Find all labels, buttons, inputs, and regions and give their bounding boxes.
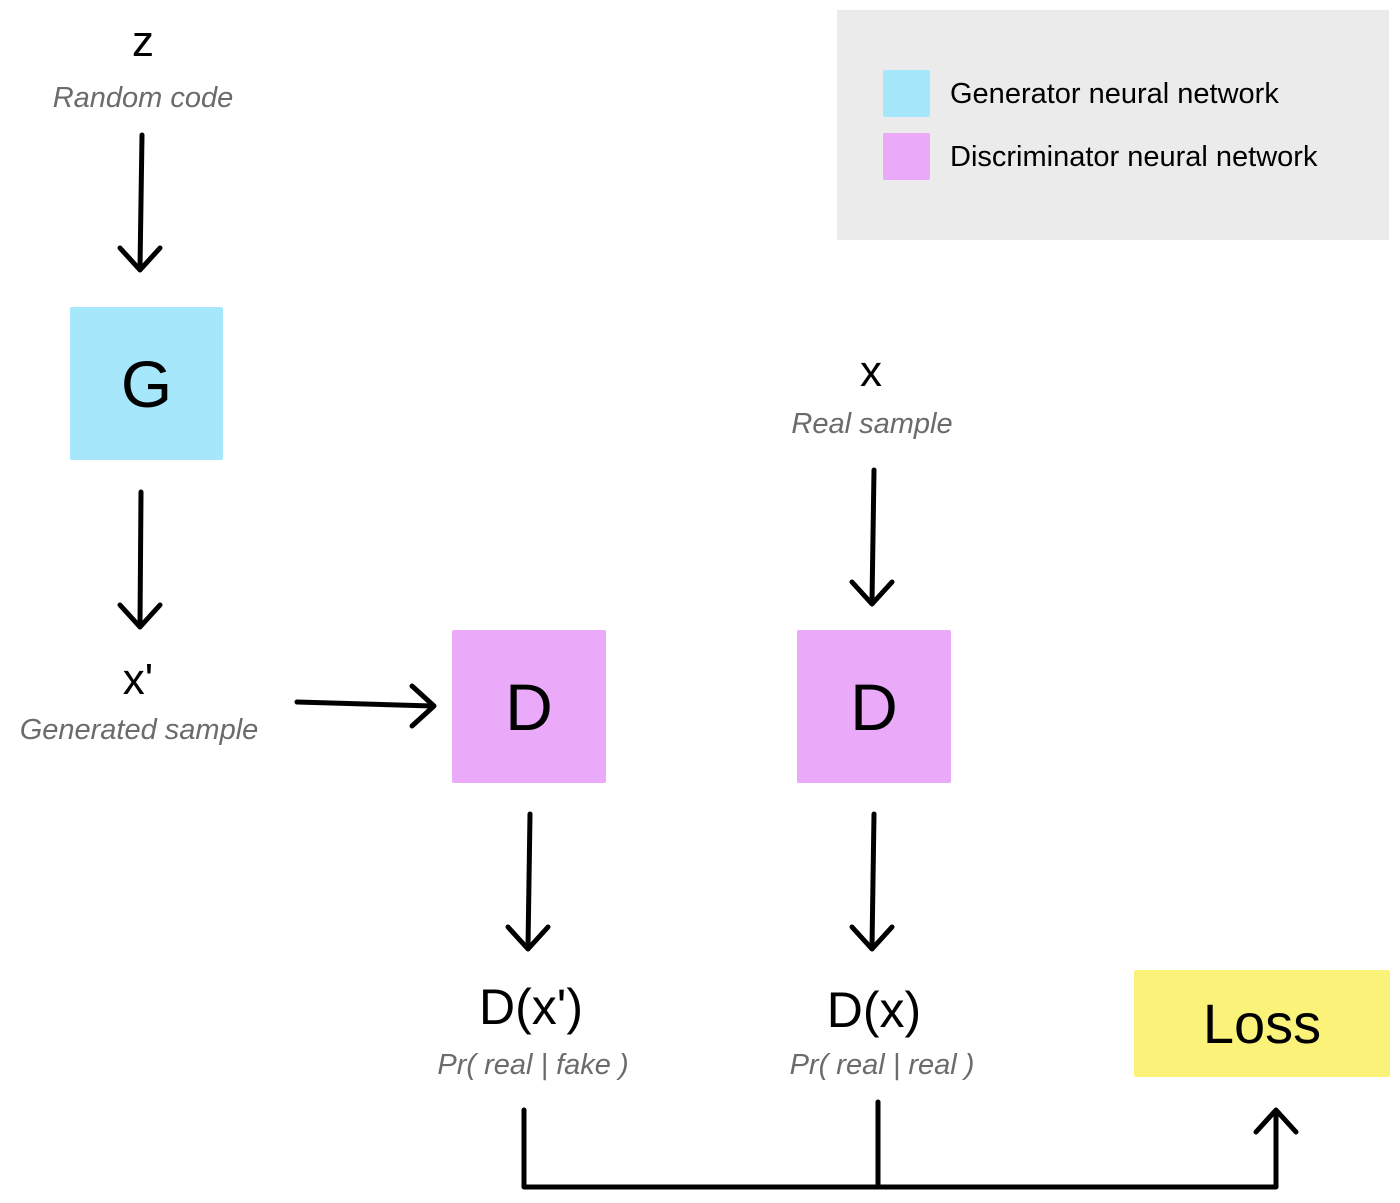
output-fake-label: D(x') bbox=[479, 979, 583, 1035]
output-real-caption: Pr( real | real ) bbox=[789, 1049, 975, 1081]
legend-label-generator: Generator neural network bbox=[950, 78, 1279, 110]
arrow-discriminator-to-output-fake bbox=[505, 811, 551, 952]
z-symbol: z bbox=[132, 17, 154, 66]
x-caption: Real sample bbox=[791, 408, 953, 440]
legend: Generator neural network Discriminator n… bbox=[837, 10, 1389, 240]
output-real-label: D(x) bbox=[826, 982, 922, 1038]
loss-box: Loss bbox=[1134, 970, 1390, 1077]
discriminator-real-label: D bbox=[850, 669, 898, 744]
output-fake-caption: Pr( real | fake ) bbox=[437, 1049, 629, 1081]
arrow-outputs-to-loss bbox=[521, 1099, 1299, 1190]
generator-label: G bbox=[120, 346, 173, 421]
legend-swatch-discriminator bbox=[883, 133, 930, 180]
discriminator-box-fake: D bbox=[452, 630, 606, 783]
loss-label: Loss bbox=[1202, 992, 1322, 1055]
generator-box: G bbox=[70, 307, 223, 460]
x-symbol: x bbox=[860, 347, 882, 396]
legend-swatch-generator bbox=[883, 70, 930, 117]
z-caption: Random code bbox=[52, 82, 234, 114]
arrow-x-to-discriminator bbox=[849, 467, 895, 607]
discriminator-box-real: D bbox=[797, 630, 951, 783]
arrow-discriminator-to-output-real bbox=[849, 811, 895, 952]
arrow-generator-to-x-prime bbox=[117, 489, 163, 630]
x-prime-symbol: x' bbox=[122, 655, 154, 704]
x-prime-caption: Generated sample bbox=[19, 714, 259, 746]
discriminator-fake-label: D bbox=[505, 669, 553, 744]
arrow-z-to-generator bbox=[117, 132, 163, 273]
legend-label-discriminator: Discriminator neural network bbox=[950, 141, 1318, 173]
arrow-x-prime-to-discriminator bbox=[294, 683, 437, 729]
